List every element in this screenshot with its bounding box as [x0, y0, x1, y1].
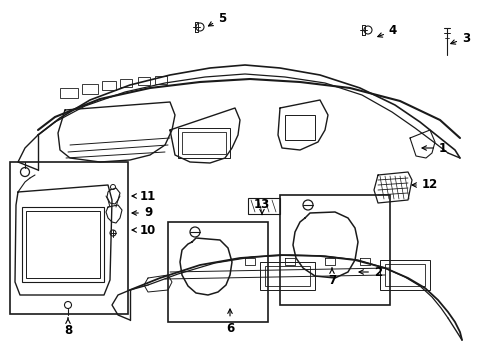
Bar — [155, 76, 167, 84]
Bar — [138, 77, 150, 85]
Bar — [380, 260, 430, 290]
Bar — [182, 132, 226, 154]
Text: 1: 1 — [422, 141, 447, 154]
Bar — [102, 81, 116, 90]
Bar — [22, 207, 104, 282]
Text: 12: 12 — [412, 179, 438, 192]
Text: 7: 7 — [328, 268, 336, 287]
Bar — [168, 222, 268, 322]
Bar — [280, 195, 390, 305]
Bar — [285, 115, 315, 140]
Text: 13: 13 — [254, 198, 270, 215]
Text: 4: 4 — [378, 24, 397, 37]
Bar — [26, 211, 100, 278]
Text: 8: 8 — [64, 318, 72, 337]
Bar — [60, 88, 78, 98]
Bar — [120, 79, 132, 87]
Text: 11: 11 — [132, 189, 156, 202]
Text: 3: 3 — [451, 31, 470, 45]
Text: 10: 10 — [132, 224, 156, 237]
Text: 2: 2 — [359, 266, 382, 279]
Bar — [248, 198, 280, 214]
Bar — [178, 128, 230, 158]
Text: 5: 5 — [208, 12, 226, 26]
Bar — [265, 266, 310, 286]
Bar — [82, 84, 98, 94]
Text: 9: 9 — [132, 207, 152, 220]
Text: 6: 6 — [226, 309, 234, 334]
Bar — [10, 162, 128, 314]
Bar — [385, 264, 425, 286]
Bar — [260, 262, 315, 290]
